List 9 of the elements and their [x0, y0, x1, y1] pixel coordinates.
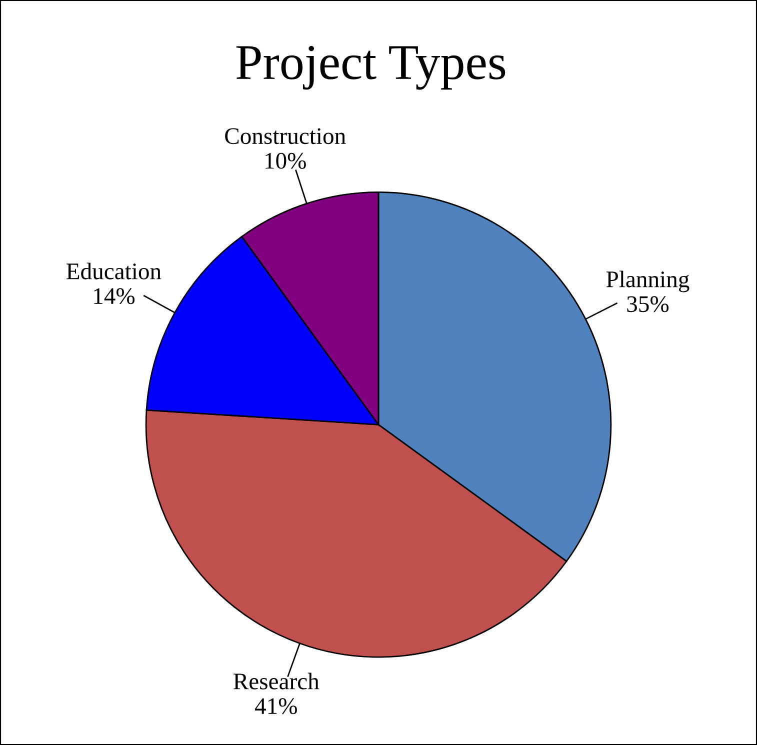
chart-title: Project Types	[236, 46, 506, 90]
slice-label: Construction	[225, 128, 346, 144]
slice-label: Education	[66, 262, 162, 280]
data-label: 14%	[94, 288, 135, 304]
data-label: 41%	[254, 698, 297, 714]
data-label: 10%	[266, 152, 306, 169]
slice-label: Planning	[606, 270, 690, 292]
data-label: 35%	[627, 296, 669, 312]
slice-label: Research	[234, 672, 320, 690]
